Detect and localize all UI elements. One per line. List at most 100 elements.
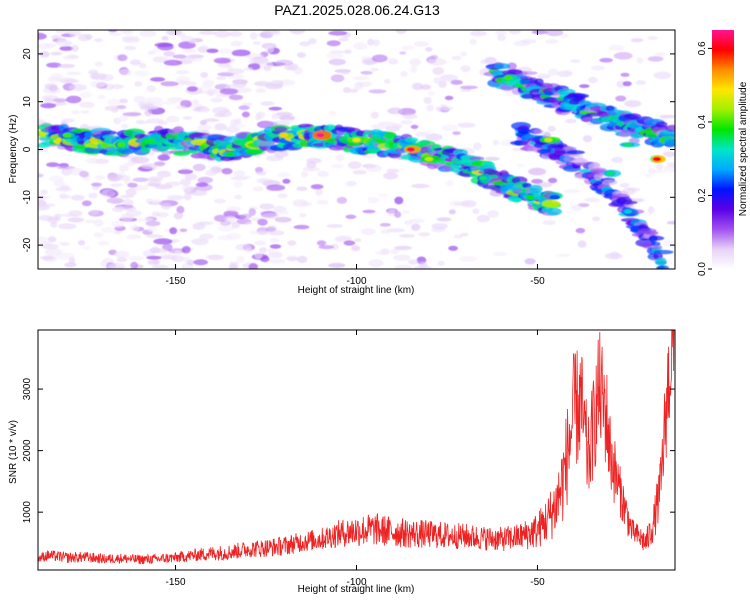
spectrogram-blob <box>165 30 182 36</box>
spectrogram-blob <box>654 52 668 57</box>
spectrogram-blob <box>328 262 346 268</box>
spectrogram-blob <box>94 38 104 43</box>
spectrogram-blob <box>409 58 422 66</box>
spectrogram-blob <box>197 124 213 130</box>
spectrogram-blob <box>114 250 130 259</box>
spectrogram-blob <box>399 234 416 238</box>
spectrogram-blob <box>619 200 638 205</box>
spectrogram-blob <box>588 76 598 84</box>
spectrogram-blob <box>386 168 400 173</box>
spectrogram-blob <box>216 76 226 81</box>
spectrogram-blob <box>124 45 137 51</box>
spectrogram-blob <box>636 57 644 64</box>
spectrogram-blob <box>435 106 454 111</box>
spectrogram-blob <box>113 117 122 125</box>
spectrogram-blob <box>388 58 399 65</box>
spectrogram-blob <box>217 225 235 232</box>
spectrogram-blob <box>181 185 195 192</box>
spectrogram-y-axis-label: Frequency (Hz) <box>8 115 19 184</box>
spectrogram-peak <box>652 156 662 162</box>
spectrogram-blob <box>172 54 187 59</box>
spectrogram-blob <box>287 240 297 246</box>
spectrogram-blob <box>268 251 283 259</box>
spectrogram-blob <box>492 139 500 146</box>
spectrogram-blob <box>460 85 478 90</box>
spectrogram-blob <box>122 206 137 211</box>
spectrogram-blob <box>248 57 255 64</box>
spectrogram-blob <box>653 250 674 255</box>
spectrogram-blob <box>50 51 63 56</box>
spectrogram-blob <box>190 189 208 196</box>
spectrogram-blob <box>213 57 231 64</box>
spectrogram-blob <box>271 113 280 120</box>
spectrogram-blob <box>145 97 163 104</box>
spectrogram-blob <box>122 30 133 35</box>
spectrogram-blob <box>161 101 178 105</box>
spectrogram-blob <box>255 88 267 94</box>
spectrogram-blob <box>665 139 675 147</box>
spectrogram-blob <box>344 49 352 54</box>
spectrogram-blob <box>371 124 390 129</box>
spectrogram-blob <box>146 255 162 260</box>
spectrogram-blob <box>157 120 169 125</box>
spectrogram-blob <box>495 30 508 36</box>
spectrogram-blob <box>292 199 308 207</box>
spectrogram-blob <box>611 156 624 163</box>
spectrogram-blob <box>398 108 416 116</box>
spectrogram-blob <box>268 230 285 236</box>
spectrogram-blob <box>100 260 107 268</box>
spectrogram-blob <box>310 184 324 190</box>
spectrogram-blob <box>662 240 675 248</box>
spectrogram-peak <box>544 137 553 143</box>
spectrogram-blob <box>655 121 668 128</box>
colorbar-tick-label: 0.6 <box>697 41 708 55</box>
spectrogram-blob <box>260 101 275 106</box>
spectrogram-blob <box>111 84 124 90</box>
y-tick-label: -10 <box>22 190 33 205</box>
spectrogram-blob <box>228 31 243 37</box>
spectrogram-blob <box>97 241 110 246</box>
spectrogram-blob <box>539 72 546 77</box>
spectrogram-blob <box>440 74 458 82</box>
spectrogram-blob <box>401 45 416 51</box>
spectrogram-blob <box>147 51 156 55</box>
spectrogram-blob <box>352 76 371 81</box>
spectrogram-blob <box>186 54 204 59</box>
spectrogram-peak <box>504 75 513 81</box>
spectrogram-blob <box>269 237 280 243</box>
spectrogram-blob <box>316 199 329 205</box>
spectrogram-blob <box>275 59 294 66</box>
spectrogram-blob <box>166 115 180 123</box>
spectrogram-blob <box>167 97 185 103</box>
spectrogram-blob <box>244 248 253 253</box>
spectrogram-blob <box>297 255 308 264</box>
spectrogram-blob <box>468 156 485 161</box>
spectrogram-blob <box>199 84 214 90</box>
spectrogram-blob <box>66 71 82 76</box>
spectrogram-blob <box>38 197 45 206</box>
spectrogram-blob <box>402 210 410 214</box>
spectrogram-blob <box>469 38 477 46</box>
spectrogram-blob <box>129 59 142 66</box>
spectrogram-blob <box>66 95 82 104</box>
spectrogram-blob <box>380 229 391 234</box>
colorbar-tick-label: 0.2 <box>697 188 708 202</box>
spectrogram-blob <box>125 188 137 197</box>
spectrogram-blob <box>259 121 278 128</box>
spectrogram-blob <box>135 119 145 125</box>
spectrogram-blob <box>571 93 590 99</box>
spectrogram-blob <box>604 252 623 260</box>
spectrogram-peak <box>479 176 488 181</box>
spectrogram-blob <box>286 255 299 262</box>
spectrogram-blob <box>80 91 93 98</box>
spectrogram-blob <box>605 105 615 112</box>
spectrogram-blob <box>348 161 362 170</box>
spectrogram-blob <box>306 157 322 164</box>
spectrogram-blob <box>255 171 267 176</box>
spectrogram-blob <box>326 224 343 228</box>
spectrogram-blob <box>353 42 368 50</box>
spectrogram-blob <box>433 77 442 84</box>
spectrogram-blob <box>329 50 345 54</box>
spectrogram-blob <box>328 30 348 36</box>
spectrogram-blob <box>667 162 675 168</box>
